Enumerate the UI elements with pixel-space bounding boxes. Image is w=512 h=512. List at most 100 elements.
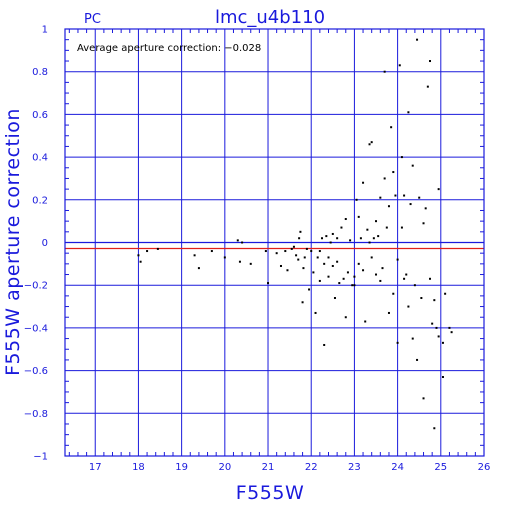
data-point — [387, 205, 390, 208]
data-point — [362, 181, 365, 184]
y-tick-label: −0.2 — [24, 281, 48, 292]
data-point — [396, 258, 399, 261]
data-point — [344, 218, 347, 221]
data-point — [321, 237, 324, 240]
data-point — [407, 305, 410, 308]
data-point — [139, 260, 142, 263]
x-tick-label: 26 — [478, 462, 491, 473]
data-point — [292, 245, 295, 248]
data-point — [429, 60, 432, 63]
y-axis-label: F555W aperture correction — [2, 108, 24, 376]
data-point — [275, 252, 278, 255]
data-point — [407, 111, 410, 114]
data-point — [238, 260, 241, 263]
data-point — [377, 235, 380, 238]
data-point — [305, 247, 308, 250]
data-point — [422, 222, 425, 225]
y-tick-label: −0.4 — [24, 323, 48, 334]
data-point — [301, 301, 304, 304]
data-point — [327, 256, 330, 259]
data-point — [370, 141, 373, 144]
data-point — [314, 311, 317, 314]
data-point — [420, 297, 423, 300]
data-point — [396, 341, 399, 344]
y-tick-label: 0.6 — [32, 110, 48, 121]
data-point — [405, 273, 408, 276]
chart-subtitle: PC — [84, 12, 101, 27]
data-point — [249, 262, 252, 265]
data-point — [325, 235, 328, 238]
x-tick-label: 24 — [391, 462, 404, 473]
data-point — [368, 143, 371, 146]
data-point — [351, 284, 354, 287]
data-point — [450, 331, 453, 334]
data-point — [400, 226, 403, 229]
data-point — [241, 241, 244, 244]
data-point — [418, 196, 421, 199]
data-point — [197, 267, 200, 270]
data-point — [344, 316, 347, 319]
x-tick-label: 22 — [305, 462, 318, 473]
data-point — [302, 267, 305, 270]
data-point — [349, 239, 352, 242]
y-tick-label: 0.8 — [32, 67, 48, 78]
y-tick-label: −0.6 — [24, 366, 48, 377]
data-point — [284, 250, 287, 253]
data-point — [329, 241, 332, 244]
data-point — [387, 311, 390, 314]
y-tick-label: 0.4 — [32, 153, 48, 164]
data-point — [444, 292, 447, 295]
data-point — [346, 271, 349, 274]
data-point — [441, 376, 444, 379]
data-point — [336, 260, 339, 263]
data-point — [375, 220, 378, 223]
data-point — [359, 237, 362, 240]
x-tick-label: 25 — [434, 462, 447, 473]
data-point — [323, 262, 326, 265]
data-point — [383, 177, 386, 180]
x-axis-label: F555W — [236, 482, 304, 504]
x-tick-label: 17 — [89, 462, 102, 473]
data-point — [372, 237, 375, 240]
data-point — [383, 70, 386, 73]
data-point — [236, 239, 239, 242]
data-point — [403, 277, 406, 280]
data-point — [267, 282, 270, 285]
data-point — [400, 156, 403, 159]
x-tick-label: 20 — [218, 462, 231, 473]
data-point — [342, 277, 345, 280]
data-point — [297, 258, 300, 261]
data-point — [433, 427, 436, 430]
data-point — [429, 277, 432, 280]
data-point — [308, 288, 311, 291]
data-point — [375, 273, 378, 276]
y-tick-label: −0.8 — [24, 409, 48, 420]
data-point — [137, 254, 140, 257]
data-point — [433, 299, 436, 302]
chart-title: lmc_u4b110 — [215, 7, 325, 28]
data-point — [416, 38, 419, 41]
data-point — [357, 215, 360, 218]
data-point — [279, 264, 282, 267]
x-tick-label: 21 — [262, 462, 275, 473]
data-point — [193, 254, 196, 257]
data-point — [448, 326, 451, 329]
data-point — [338, 282, 341, 285]
data-point — [379, 279, 382, 282]
data-point — [426, 85, 429, 88]
data-point — [353, 284, 356, 287]
data-point — [310, 250, 313, 253]
data-point — [390, 126, 393, 129]
data-point — [312, 271, 315, 274]
data-point — [413, 284, 416, 287]
data-point — [422, 397, 425, 400]
data-point — [264, 250, 267, 253]
data-point — [424, 207, 427, 210]
data-point — [303, 256, 306, 259]
data-point — [327, 275, 330, 278]
data-point — [299, 230, 302, 233]
data-point — [210, 250, 213, 253]
data-point — [286, 269, 289, 272]
data-point — [353, 275, 356, 278]
